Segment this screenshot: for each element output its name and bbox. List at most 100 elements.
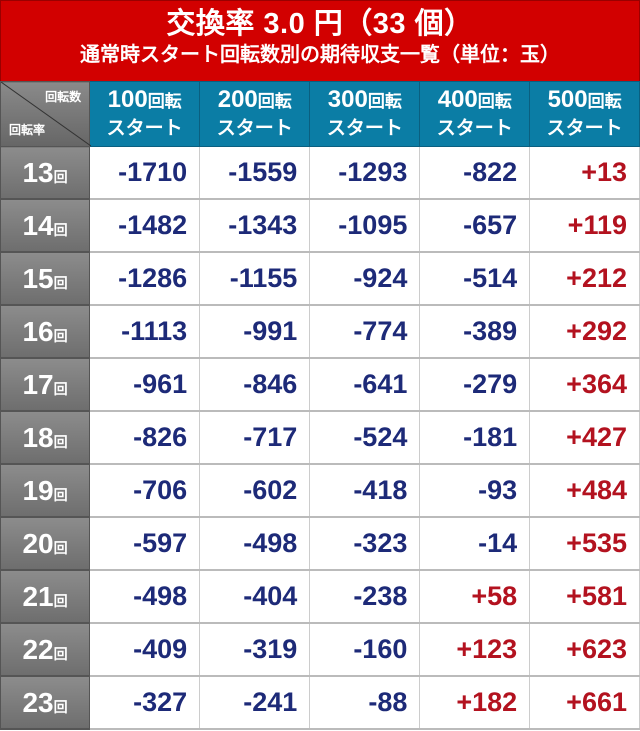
value-cell: -181 xyxy=(419,410,531,465)
column-header: 300回転 スタート xyxy=(309,81,421,147)
value-cell: +212 xyxy=(529,251,640,306)
value-cell: -1155 xyxy=(199,251,311,306)
table-row: 19回 -706 -602 -418 -93 +484 xyxy=(0,463,640,518)
column-header: 400回転 スタート xyxy=(419,81,531,147)
row-rate: 22 xyxy=(22,633,54,665)
row-unit: 回 xyxy=(53,327,68,344)
row-unit: 回 xyxy=(53,486,68,503)
value-cell: +58 xyxy=(419,569,531,624)
value-cell: -826 xyxy=(89,410,201,465)
value-cell: -409 xyxy=(89,622,201,677)
row-axis-label: 回転率 xyxy=(9,123,46,137)
value-cell: -93 xyxy=(419,463,531,518)
value-cell: +364 xyxy=(529,357,640,412)
value-cell: -597 xyxy=(89,516,201,571)
row-rate: 14 xyxy=(22,209,54,241)
value-cell: -846 xyxy=(199,357,311,412)
row-header: 19回 xyxy=(0,463,91,518)
value-cell: -524 xyxy=(309,410,421,465)
value-cell: -1482 xyxy=(89,198,201,253)
value-cell: -14 xyxy=(419,516,531,571)
row-header: 22回 xyxy=(0,622,91,677)
value-cell: +427 xyxy=(529,410,640,465)
title-banner: 交換率 3.0 円（33 個） 通常時スタート回転数別の期待収支一覧（単位：玉） xyxy=(0,0,640,82)
column-header: 500回転 スタート xyxy=(529,81,640,147)
row-unit: 回 xyxy=(53,221,68,238)
column-number: 200 xyxy=(217,85,258,113)
table-row: 16回 -1113 -991 -774 -389 +292 xyxy=(0,304,640,359)
value-cell: +623 xyxy=(529,622,640,677)
value-cell: +123 xyxy=(419,622,531,677)
row-header: 15回 xyxy=(0,251,91,306)
value-cell: -498 xyxy=(199,516,311,571)
column-header: 100回転 スタート xyxy=(89,81,201,147)
table-row: 21回 -498 -404 -238 +58 +581 xyxy=(0,569,640,624)
value-cell: -327 xyxy=(89,675,201,730)
row-header: 16回 xyxy=(0,304,91,359)
value-cell: -1559 xyxy=(199,146,311,200)
table-row: 14回 -1482 -1343 -1095 -657 +119 xyxy=(0,198,640,253)
row-unit: 回 xyxy=(53,698,68,715)
column-unit: 回転 xyxy=(257,91,292,111)
row-header: 14回 xyxy=(0,198,91,253)
column-unit: 回転 xyxy=(587,91,622,111)
column-number: 500 xyxy=(547,85,588,113)
value-cell: -774 xyxy=(309,304,421,359)
row-rate: 13 xyxy=(22,156,54,188)
value-cell: -319 xyxy=(199,622,311,677)
table-row: 18回 -826 -717 -524 -181 +427 xyxy=(0,410,640,465)
column-number: 300 xyxy=(327,85,368,113)
value-cell: +535 xyxy=(529,516,640,571)
value-cell: -641 xyxy=(309,357,421,412)
value-cell: -389 xyxy=(419,304,531,359)
value-cell: -323 xyxy=(309,516,421,571)
row-rate: 20 xyxy=(22,527,54,559)
value-cell: -418 xyxy=(309,463,421,518)
column-number: 100 xyxy=(107,85,148,113)
table-row: 23回 -327 -241 -88 +182 +661 xyxy=(0,675,640,730)
row-unit: 回 xyxy=(53,433,68,450)
diagonal-divider xyxy=(1,82,91,146)
table-row: 15回 -1286 -1155 -924 -514 +212 xyxy=(0,251,640,306)
value-cell: -602 xyxy=(199,463,311,518)
column-sub: スタート xyxy=(436,117,513,139)
value-cell: -991 xyxy=(199,304,311,359)
value-cell: +13 xyxy=(529,146,640,200)
row-unit: 回 xyxy=(53,539,68,556)
value-cell: -1113 xyxy=(89,304,201,359)
value-cell: -717 xyxy=(199,410,311,465)
row-rate: 18 xyxy=(22,421,54,453)
value-cell: -1286 xyxy=(89,251,201,306)
column-sub: スタート xyxy=(326,117,403,139)
row-header: 17回 xyxy=(0,357,91,412)
column-sub: スタート xyxy=(106,117,183,139)
expected-value-table: 回転数 回転率 100回転 スタート 200回転 スタート 300回転 スタート 400回転… xyxy=(0,81,640,730)
column-header: 200回転スタート xyxy=(199,81,311,147)
value-cell: -1710 xyxy=(89,146,201,200)
value-cell: -88 xyxy=(309,675,421,730)
column-number: 400 xyxy=(437,85,478,113)
column-sub: スタート xyxy=(216,117,293,139)
value-cell: -657 xyxy=(419,198,531,253)
title: 交換率 3.0 円（33 個） xyxy=(166,8,474,40)
value-cell: +182 xyxy=(419,675,531,730)
table-row: 17回 -961 -846 -641 -279 +364 xyxy=(0,357,640,412)
row-header: 21回 xyxy=(0,569,91,624)
row-unit: 回 xyxy=(53,592,68,609)
row-header: 13回 xyxy=(0,146,91,200)
value-cell: -238 xyxy=(309,569,421,624)
value-cell: -160 xyxy=(309,622,421,677)
column-axis-label: 回転数 xyxy=(45,90,82,104)
row-rate: 17 xyxy=(22,368,54,400)
row-unit: 回 xyxy=(53,380,68,397)
value-cell: -404 xyxy=(199,569,311,624)
value-cell: -822 xyxy=(419,146,531,200)
value-cell: +661 xyxy=(529,675,640,730)
row-header: 23回 xyxy=(0,675,91,730)
corner-header: 回転数 回転率 xyxy=(0,81,91,147)
value-cell: -1293 xyxy=(309,146,421,200)
row-rate: 16 xyxy=(22,315,54,347)
table-row: 22回 -409 -319 -160 +123 +623 xyxy=(0,622,640,677)
table-row: 13回 -1710 -1559 -1293 -822 +13 xyxy=(0,146,640,200)
